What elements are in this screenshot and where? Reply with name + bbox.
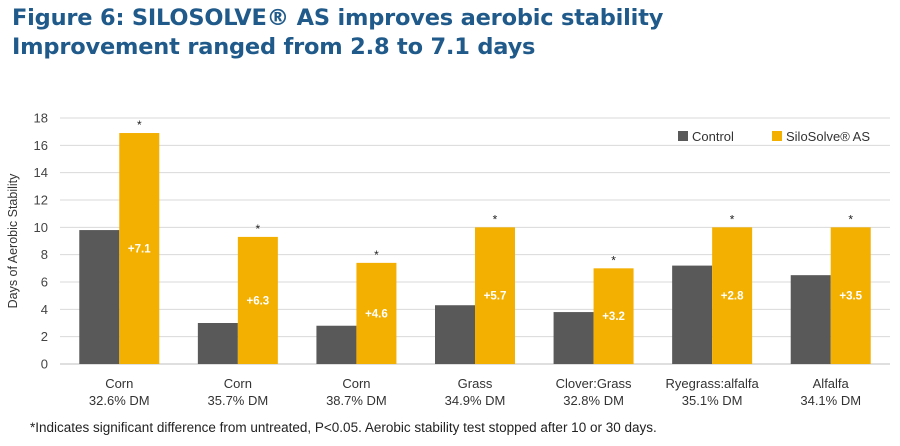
silosolve-bar [475, 227, 515, 364]
y-tick-label: 0 [41, 357, 48, 372]
silosolve-bar [119, 133, 160, 364]
control-bar [316, 325, 357, 364]
significance-marker: * [137, 118, 142, 132]
y-axis-label: Days of Aerobic Stability [6, 173, 20, 309]
y-tick-label: 14 [34, 165, 48, 180]
significance-marker: * [848, 212, 853, 226]
control-bar [435, 305, 475, 364]
significance-marker: * [493, 212, 498, 226]
legend-swatch-control [678, 131, 688, 141]
category-label: Corn [342, 376, 370, 391]
y-tick-label: 18 [34, 111, 48, 126]
y-tick-label: 6 [41, 275, 48, 290]
silosolve-bar [712, 227, 753, 364]
control-bar [197, 323, 238, 364]
category-label: Corn [105, 376, 133, 391]
silosolve-bar [593, 268, 634, 364]
category-sublabel: 38.7% DM [326, 393, 387, 408]
difference-label: +3.2 [602, 311, 625, 323]
category-label: Clover:Grass [556, 376, 632, 391]
difference-label: +5.7 [484, 291, 507, 303]
bars [79, 133, 871, 364]
legend-swatch-silosolve [772, 131, 782, 141]
difference-label: +4.6 [365, 308, 388, 320]
y-tick-label: 10 [34, 220, 48, 235]
category-label: Ryegrass:alfalfa [666, 376, 760, 391]
y-tick-label: 8 [41, 247, 48, 262]
x-axis-categories: Corn 32.6% DM Corn 35.7% DM Corn 38.7% DM Gras… [89, 376, 861, 408]
legend: Control SiloSolve® AS [678, 129, 870, 144]
category-sublabel: 35.1% DM [682, 393, 743, 408]
title-line-2: Improvement ranged from 2.8 to 7.1 days [12, 34, 536, 60]
control-bar [553, 312, 594, 364]
legend-label-control: Control [692, 129, 734, 144]
category-label: Alfalfa [813, 376, 850, 391]
silosolve-bar [830, 227, 871, 364]
legend-label-silosolve: SiloSolve® AS [786, 129, 870, 144]
difference-label: +2.8 [721, 291, 744, 303]
category-sublabel: 34.9% DM [445, 393, 506, 408]
title-line-1: Figure 6: SILOSOLVE® AS improves aerobic… [12, 5, 664, 31]
y-tick-label: 4 [41, 302, 48, 317]
category-label: Grass [458, 376, 493, 391]
y-tick-label: 2 [41, 329, 48, 344]
y-tick-label: 12 [34, 193, 48, 208]
category-sublabel: 35.7% DM [208, 393, 269, 408]
category-label: Corn [224, 376, 252, 391]
difference-label: +7.1 [128, 244, 151, 256]
control-bar [79, 230, 120, 364]
footnote: *Indicates significant difference from u… [30, 420, 657, 435]
silosolve-bar [237, 236, 278, 364]
control-bar [790, 275, 831, 364]
silosolve-bar [356, 262, 397, 364]
significance-marker: * [730, 212, 735, 226]
category-sublabel: 34.1% DM [800, 393, 861, 408]
y-axis-ticks: 0 2 4 6 8 10 12 14 16 18 [34, 111, 48, 372]
significance-marker: * [256, 222, 261, 236]
difference-label: +6.3 [247, 295, 270, 307]
category-sublabel: 32.8% DM [563, 393, 624, 408]
bar-labels: * +7.1 * +6.3 * +4.6 * +5.7 * +3.2 * +2.8 * +3.5 [128, 118, 863, 323]
significance-marker: * [611, 253, 616, 267]
control-bar [672, 265, 713, 364]
significance-marker: * [374, 248, 379, 262]
category-sublabel: 32.6% DM [89, 393, 150, 408]
aerobic-stability-bar-chart: 0 2 4 6 8 10 12 14 16 18 Days of Aerobic Stabilit… [6, 111, 890, 408]
difference-label: +3.5 [839, 291, 862, 303]
chart-title: Figure 6: SILOSOLVE® AS improves aerobic… [12, 4, 663, 62]
y-tick-label: 16 [34, 138, 48, 153]
